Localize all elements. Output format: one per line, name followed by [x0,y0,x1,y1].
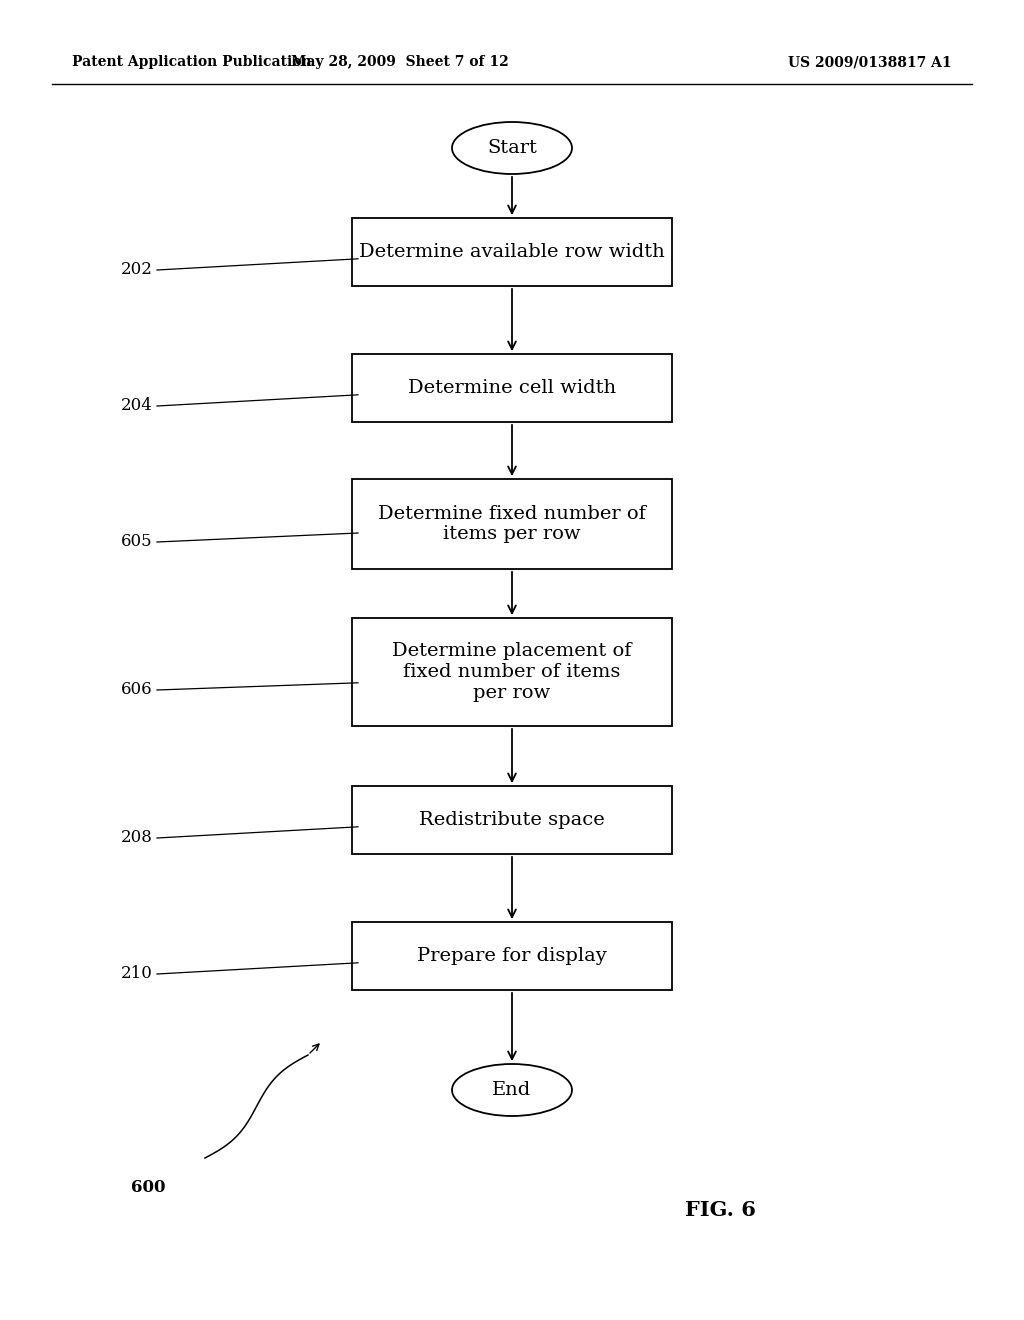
Text: 606: 606 [122,681,153,698]
Text: Redistribute space: Redistribute space [419,810,605,829]
Text: FIG. 6: FIG. 6 [685,1200,756,1220]
Text: US 2009/0138817 A1: US 2009/0138817 A1 [788,55,952,69]
Bar [352,785,672,854]
Text: May 28, 2009  Sheet 7 of 12: May 28, 2009 Sheet 7 of 12 [291,55,509,69]
Bar [352,354,672,422]
Bar [352,218,672,286]
Text: 600: 600 [131,1180,165,1196]
Text: 202: 202 [121,261,153,279]
Text: Start: Start [487,139,537,157]
Text: Determine placement of
fixed number of items
per row: Determine placement of fixed number of i… [392,643,632,702]
Text: End: End [493,1081,531,1100]
Text: Determine fixed number of
items per row: Determine fixed number of items per row [378,504,646,544]
Text: 204: 204 [121,397,153,414]
Text: 208: 208 [121,829,153,846]
Text: Prepare for display: Prepare for display [417,946,607,965]
Text: 605: 605 [122,533,153,550]
Text: Determine cell width: Determine cell width [408,379,616,397]
Text: 210: 210 [121,965,153,982]
Bar [352,479,672,569]
Text: Determine available row width: Determine available row width [359,243,665,261]
Text: Patent Application Publication: Patent Application Publication [72,55,311,69]
Ellipse shape [452,1064,572,1115]
Ellipse shape [452,121,572,174]
Bar [352,921,672,990]
Bar [352,618,672,726]
